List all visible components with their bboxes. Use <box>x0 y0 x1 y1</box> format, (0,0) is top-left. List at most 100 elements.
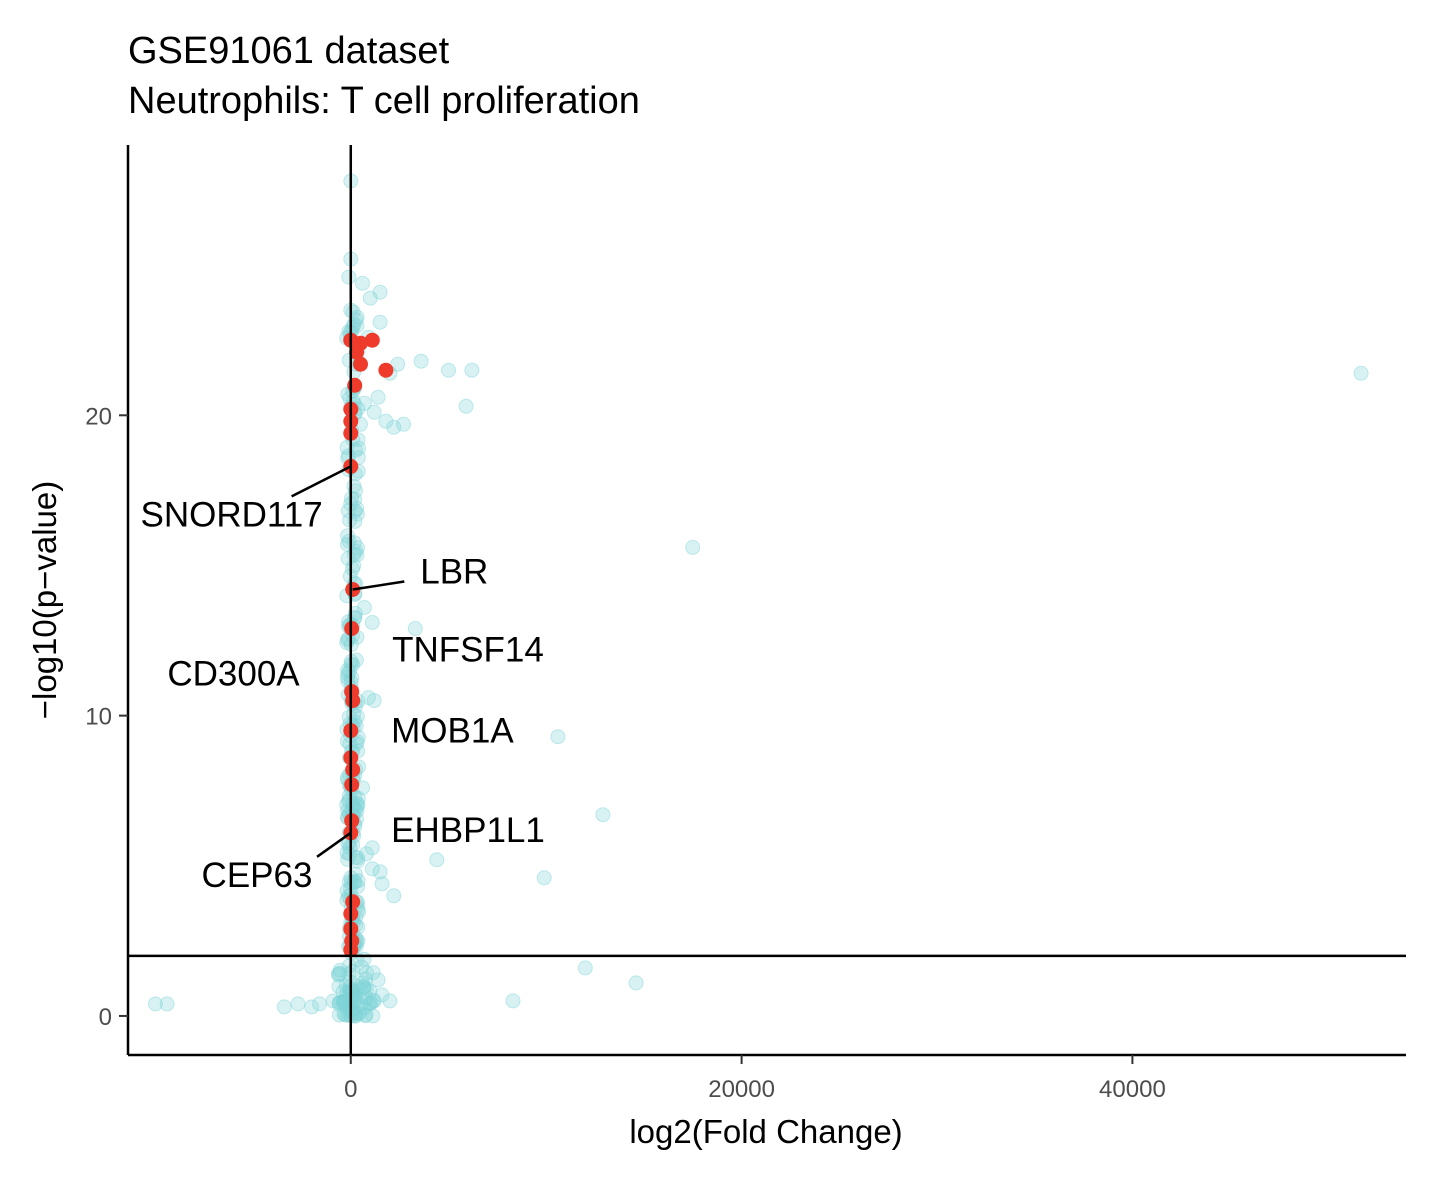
highlight-point <box>364 332 380 348</box>
data-point <box>413 353 429 369</box>
data-point <box>358 971 374 987</box>
data-point <box>364 840 380 856</box>
reference-lines <box>128 145 1406 1055</box>
data-point <box>332 962 348 978</box>
data-point <box>365 965 381 981</box>
data-point <box>344 982 360 998</box>
data-point <box>358 846 374 862</box>
data-point <box>378 413 394 429</box>
gene-label-tnfsf14: TNFSF14 <box>392 631 544 670</box>
data-point <box>550 729 566 745</box>
data-point <box>360 690 376 706</box>
chart-subtitle: Neutrophils: T cell proliferation <box>128 80 640 122</box>
highlight-point <box>349 344 365 360</box>
gene-label-mob1a: MOB1A <box>391 712 514 751</box>
data-point <box>304 999 320 1015</box>
data-point <box>505 993 521 1009</box>
data-point <box>147 996 163 1012</box>
data-point <box>358 1007 374 1023</box>
data-point <box>358 990 374 1006</box>
data-point <box>345 989 361 1005</box>
data-point <box>345 963 361 979</box>
data-point <box>362 290 378 306</box>
x-tick-label: 40000 <box>1099 1076 1166 1103</box>
data-point <box>357 1000 372 1016</box>
data-point <box>362 983 378 999</box>
data-point <box>363 995 379 1011</box>
data-point <box>341 993 357 1009</box>
data-point <box>372 864 388 880</box>
data-point <box>361 995 377 1011</box>
data-point <box>407 621 423 636</box>
data-point <box>331 1007 347 1023</box>
data-point <box>595 807 611 823</box>
data-point <box>685 539 701 555</box>
highlight-point <box>353 356 368 372</box>
data-point <box>356 600 372 615</box>
data-point <box>1353 365 1369 381</box>
gene-label-ehbp1l1: EHBP1L1 <box>391 811 545 850</box>
leader-line <box>316 831 352 858</box>
chart-title: GSE91061 dataset <box>128 30 450 72</box>
data-point <box>356 978 372 994</box>
y-tick-label: 0 <box>99 1004 112 1031</box>
background-points-layer <box>147 173 1369 1024</box>
data-point <box>355 975 370 991</box>
data-point <box>536 870 552 886</box>
x-tick-label: 0 <box>344 1076 357 1103</box>
data-point <box>331 966 347 982</box>
data-point <box>386 419 402 435</box>
y-tick-label: 20 <box>85 403 112 430</box>
y-tick-label: 10 <box>85 704 112 731</box>
data-point <box>348 543 364 559</box>
x-axis-title: log2(Fold Change) <box>629 1113 902 1150</box>
data-point <box>366 993 382 1009</box>
data-point <box>354 959 370 975</box>
data-point <box>332 965 348 981</box>
data-point <box>341 1007 357 1023</box>
data-point <box>344 1005 360 1020</box>
data-point <box>338 993 354 1009</box>
data-point <box>348 1008 364 1024</box>
gene-label-cd300a: CD300A <box>167 655 300 694</box>
gene-label-cep63: CEP63 <box>202 856 313 895</box>
data-point <box>345 1002 361 1018</box>
data-point <box>386 888 402 904</box>
data-point <box>333 994 349 1010</box>
data-point <box>356 951 372 967</box>
data-point <box>348 652 364 668</box>
data-point <box>382 993 398 1009</box>
leader-line <box>291 465 352 498</box>
data-point <box>331 995 347 1011</box>
data-point <box>370 972 386 988</box>
y-axis-title: −log10(p−value) <box>26 481 63 720</box>
data-point <box>362 996 377 1012</box>
data-point <box>365 993 381 1008</box>
data-point <box>345 657 361 673</box>
data-point <box>464 362 480 378</box>
highlight-point <box>345 762 361 778</box>
data-point <box>276 999 292 1015</box>
data-point <box>628 975 644 991</box>
data-point <box>370 389 386 405</box>
data-point <box>356 981 372 997</box>
highlight-point <box>345 693 361 709</box>
data-point <box>290 996 306 1012</box>
data-point <box>374 987 390 1003</box>
data-point <box>358 982 374 997</box>
data-point <box>366 693 382 709</box>
data-point <box>357 1008 373 1024</box>
data-point <box>390 356 406 372</box>
data-point <box>348 987 364 1003</box>
data-point <box>312 996 327 1012</box>
data-point <box>345 796 361 811</box>
data-point <box>355 275 370 291</box>
highlight-point <box>347 377 363 393</box>
data-point <box>341 958 357 974</box>
data-point <box>365 1008 381 1024</box>
data-point <box>353 996 368 1012</box>
highlight-point <box>345 894 361 910</box>
data-point <box>341 966 357 982</box>
data-point <box>374 876 390 892</box>
